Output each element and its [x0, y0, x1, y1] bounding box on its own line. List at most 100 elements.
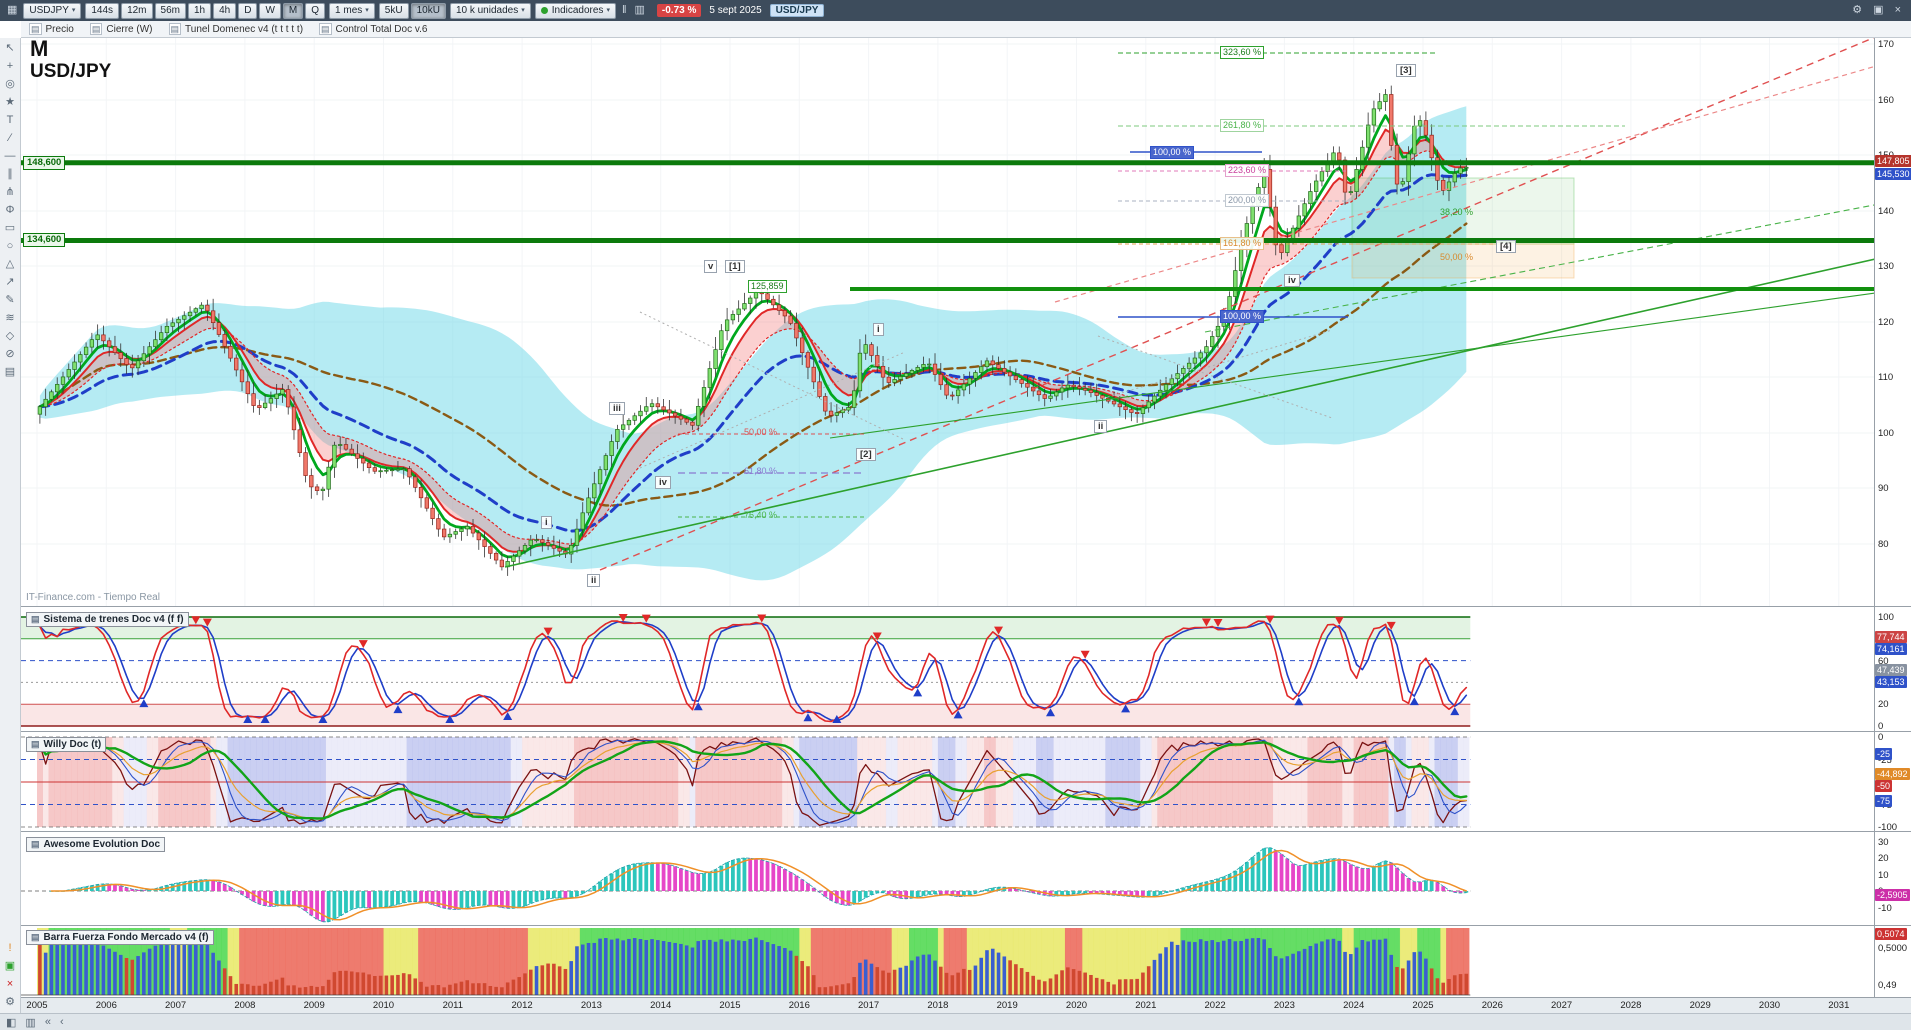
- indicators-button[interactable]: Indicadores ▾: [534, 2, 616, 19]
- panel-value-tag: -25: [1875, 748, 1893, 760]
- year-label-2018: 2018: [927, 1000, 949, 1011]
- eraser-tool[interactable]: ⊘: [5, 348, 15, 360]
- pattern-dotted-2: [639, 351, 906, 469]
- favorites-tool[interactable]: ★: [5, 96, 15, 108]
- elliott-wave-label: [2]: [856, 448, 876, 461]
- year-label-2014: 2014: [650, 1000, 672, 1011]
- sell-arrow: [1080, 650, 1090, 659]
- panel-title-barra-fuerza[interactable]: ▤ Barra Fuerza Fondo Mercado v4 (f): [26, 930, 214, 945]
- year-label-2007: 2007: [165, 1000, 187, 1011]
- period-select[interactable]: 1 mes ▾: [329, 2, 375, 19]
- lock-tool[interactable]: ▣: [4, 960, 16, 972]
- legend-tunel[interactable]: ▤ Tunel Domenec v4 (t t t t t): [168, 23, 304, 35]
- symbol-badge: USD/JPY: [769, 4, 825, 17]
- grid-layout-icon[interactable]: ▥: [25, 1016, 36, 1029]
- tf-button-m[interactable]: M: [282, 2, 304, 19]
- zoom-tool[interactable]: ◎: [5, 78, 15, 90]
- legend-label: Tunel Domenec v4 (t t t t t): [185, 23, 304, 35]
- panel-title-awesome[interactable]: ▤ Awesome Evolution Doc: [26, 837, 166, 852]
- year-label-2026: 2026: [1481, 1000, 1503, 1011]
- wave-tool[interactable]: ≋: [5, 312, 15, 324]
- price-tick: 90: [1878, 483, 1889, 494]
- alert-tool[interactable]: !: [8, 942, 12, 954]
- layers-tool[interactable]: ▤: [4, 366, 16, 378]
- sell-arrow: [872, 632, 882, 641]
- panel-value-tag: 0,5074: [1875, 928, 1907, 940]
- fib-label: 323,60 %: [1220, 46, 1265, 59]
- settings-tool[interactable]: ⚙: [5, 996, 15, 1008]
- scroll-left-button[interactable]: ‹: [59, 1016, 64, 1028]
- qty-button-5ku[interactable]: 5kU: [378, 2, 409, 19]
- panel-icon: ▤: [31, 739, 40, 749]
- measure-tool[interactable]: ◇: [5, 330, 15, 342]
- pitchfork-tool[interactable]: ⋔: [5, 186, 15, 198]
- tf-button-144s[interactable]: 144s: [85, 2, 120, 19]
- parallel-channel-tool[interactable]: ∥: [7, 168, 13, 180]
- top-toolbar: ▦ USDJPY ▾ 144s 12m 56m 1h 4h D W M Q 1 mes ▾ 5k…: [0, 0, 1911, 21]
- tf-button-d[interactable]: D: [238, 2, 258, 19]
- legend-precio[interactable]: ▤ Precio: [29, 23, 74, 35]
- delete-tool[interactable]: ×: [6, 978, 14, 990]
- legend-icon: ▤: [168, 23, 182, 35]
- window-controls: ⚙ ▣ ×: [1850, 5, 1906, 16]
- pencil-tool[interactable]: ✎: [5, 294, 15, 306]
- legend-icon: ▤: [319, 23, 332, 35]
- stats-icon[interactable]: ▥: [634, 4, 645, 16]
- triangle-tool[interactable]: △: [5, 258, 15, 270]
- qty-button-10ku[interactable]: 10kU: [410, 2, 446, 19]
- panel-title-sistema-trenes[interactable]: ▤ Sistema de trenes Doc v4 (f f): [26, 612, 189, 627]
- buy-arrow: [803, 713, 813, 722]
- indicators-button-label: Indicadores: [551, 5, 604, 16]
- fibonacci-tool[interactable]: Φ: [5, 204, 15, 216]
- time-axis[interactable]: 2005 2006 2007 2008 2009 2010 2011 2012 2013 2014…: [0, 997, 1911, 1013]
- scroll-start-button[interactable]: «: [44, 1016, 51, 1028]
- layout-icon[interactable]: ▣: [1873, 4, 1884, 16]
- tf-button-12m[interactable]: 12m: [121, 2, 153, 19]
- trendline-tool[interactable]: ∕: [9, 132, 11, 144]
- app-menu-icon[interactable]: ▦: [7, 4, 18, 16]
- year-label-2021: 2021: [1135, 1000, 1157, 1011]
- price-tag: 147,805: [1875, 155, 1911, 167]
- tunnel-upper-line: [38, 128, 1468, 553]
- panel-icon: ▤: [31, 932, 40, 942]
- panel-value-tag: -50: [1875, 780, 1893, 792]
- elliott-wave-label: iv: [655, 476, 671, 489]
- elliott-wave-label: v: [704, 260, 718, 273]
- chevron-down-icon: ▾: [365, 7, 369, 14]
- ellipse-tool[interactable]: ○: [6, 240, 14, 252]
- fib-label: 76,40 %: [744, 510, 778, 520]
- symbol-watermark: USD/JPY: [30, 61, 112, 82]
- buy-arrow: [1409, 697, 1419, 706]
- elliott-wave-label: iv: [1284, 274, 1300, 287]
- crosshair-tool[interactable]: +: [6, 60, 14, 72]
- quantity-group: 5kU 10kU: [378, 2, 446, 19]
- arrow-tool[interactable]: ↗: [5, 276, 15, 288]
- elliott-wave-label: [4]: [1496, 240, 1516, 253]
- legend-control[interactable]: ▤ Control Total Doc v.6: [319, 23, 427, 35]
- panel-title-willy[interactable]: ▤ Willy Doc (t): [26, 737, 107, 752]
- tf-button-1h[interactable]: 1h: [187, 2, 212, 19]
- units-select[interactable]: 10 k unidades ▾: [449, 2, 531, 19]
- close-icon[interactable]: ×: [1894, 4, 1901, 16]
- chart-type-icon[interactable]: ◧: [6, 1016, 17, 1029]
- change-badge: -0.73 %: [656, 4, 702, 17]
- tf-button-q[interactable]: Q: [305, 2, 326, 19]
- symbol-select[interactable]: USDJPY ▾: [23, 2, 82, 19]
- tf-button-56m[interactable]: 56m: [154, 2, 186, 19]
- year-label-2023: 2023: [1273, 1000, 1295, 1011]
- horizontal-line-tool[interactable]: ―: [4, 150, 16, 162]
- year-label-2020: 2020: [1065, 1000, 1088, 1011]
- legend-cierre[interactable]: ▤ Cierre (W): [89, 23, 153, 35]
- ma-brown-dashed: [38, 222, 1468, 507]
- tf-button-4h[interactable]: 4h: [213, 2, 237, 19]
- rectangle-tool[interactable]: ▭: [4, 222, 16, 234]
- settings-icon[interactable]: ⚙: [1852, 4, 1863, 16]
- text-tool[interactable]: T: [6, 114, 14, 126]
- price-axis-strip[interactable]: [1874, 38, 1911, 997]
- sell-arrow: [618, 614, 628, 622]
- buy-arrow: [445, 715, 455, 723]
- pause-icon[interactable]: ‖: [621, 4, 627, 16]
- tf-button-w[interactable]: W: [259, 2, 281, 19]
- cursor-tool[interactable]: ↖: [5, 42, 15, 54]
